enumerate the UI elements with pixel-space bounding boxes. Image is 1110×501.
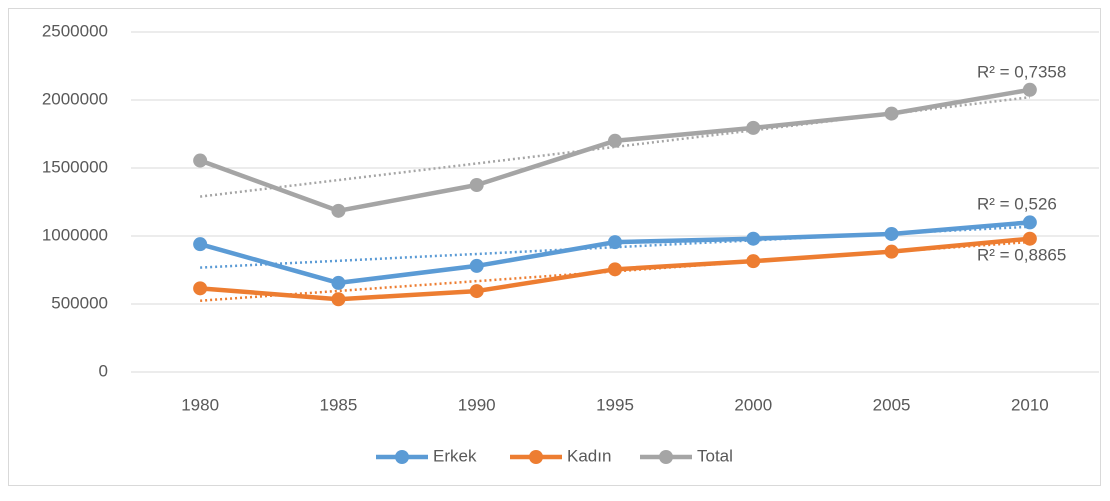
point [193, 237, 208, 252]
point [1022, 215, 1037, 230]
y-tick-label: 500000 [51, 293, 108, 312]
x-tick-label: 1990 [458, 395, 496, 414]
legend-label: Erkek [433, 446, 477, 465]
legend-marker [529, 450, 543, 464]
point [331, 275, 346, 290]
point [884, 226, 899, 241]
trendline-label: R² = 0,8865 [977, 245, 1066, 264]
point [1022, 231, 1037, 246]
point [746, 231, 761, 246]
legend-marker [659, 450, 673, 464]
point [608, 133, 622, 148]
point [608, 235, 622, 250]
legend-label: Total [697, 446, 733, 465]
x-tick-label: 1995 [596, 395, 634, 414]
point [884, 244, 899, 259]
point [331, 292, 346, 307]
y-tick-label: 0 [99, 361, 108, 380]
point [193, 281, 208, 296]
legend-label: Kadın [567, 446, 611, 465]
x-tick-label: 1980 [181, 395, 219, 414]
point [746, 254, 761, 269]
trendline-label: R² = 0,7358 [977, 62, 1066, 81]
y-tick-label: 2000000 [42, 89, 108, 108]
trendline-label: R² = 0,526 [977, 194, 1057, 213]
y-tick-label: 1000000 [42, 225, 108, 244]
point [746, 120, 761, 135]
x-tick-label: 1985 [320, 395, 358, 414]
legend-marker [395, 450, 409, 464]
point [469, 284, 484, 299]
x-tick-label: 2000 [734, 395, 772, 414]
x-tick-label: 2010 [1011, 395, 1049, 414]
y-tick-label: 2500000 [42, 21, 108, 40]
point [469, 178, 484, 192]
point [1022, 82, 1037, 97]
x-tick-label: 2005 [873, 395, 911, 414]
point [608, 262, 622, 277]
point [331, 203, 346, 218]
point [469, 258, 484, 273]
point [193, 153, 208, 168]
point [884, 106, 899, 121]
y-tick-label: 1500000 [42, 157, 108, 176]
